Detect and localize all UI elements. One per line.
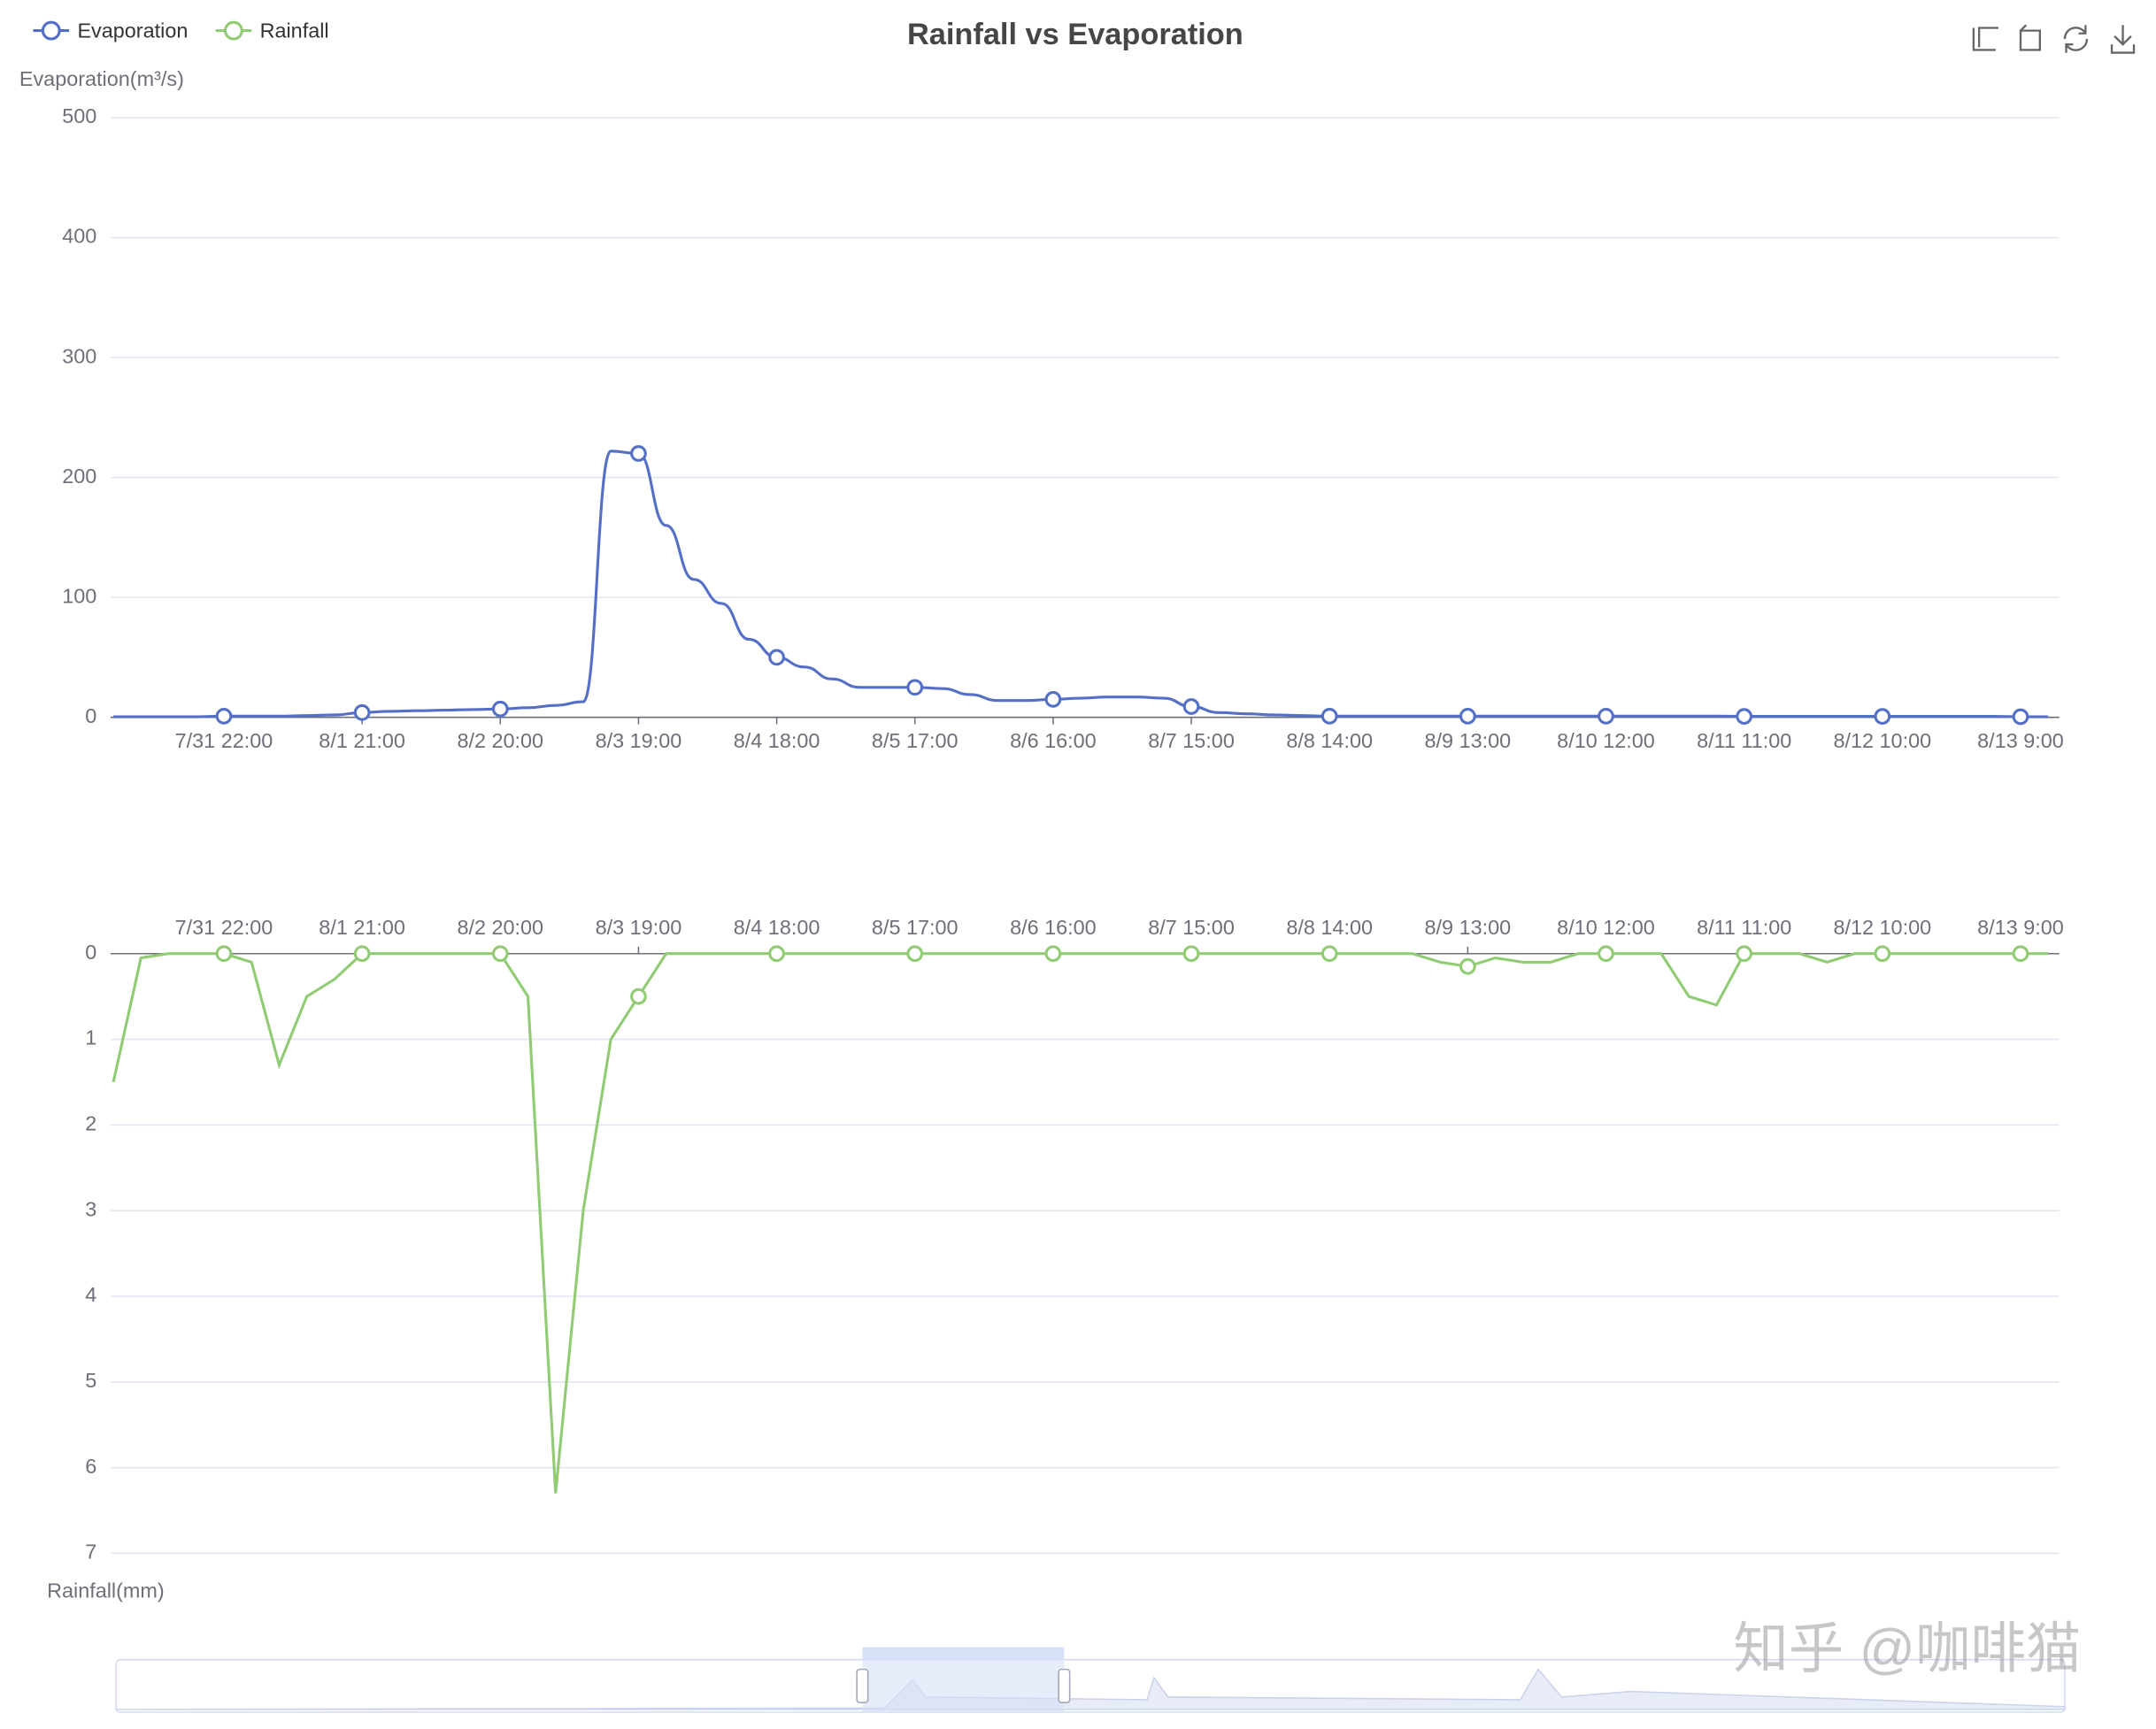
- y-tick-label: 6: [85, 1455, 96, 1478]
- toolbox: [1972, 24, 2136, 54]
- point: [1874, 945, 1891, 963]
- point: [1736, 708, 1753, 725]
- x-tick-label: 8/9 13:00: [1425, 916, 1512, 939]
- x-tick-label: 8/4 18:00: [734, 916, 820, 939]
- x-tick-label: 7/31 22:00: [175, 916, 273, 939]
- point: [2012, 708, 2029, 726]
- x-tick-label: 8/13 9:00: [1977, 729, 2064, 752]
- zoom-handle[interactable]: [1058, 1668, 1071, 1703]
- x-tick-label: 8/8 14:00: [1286, 916, 1373, 939]
- x-tick-label: 8/6 16:00: [1010, 916, 1097, 939]
- x-tick-label: 8/12 10:00: [1833, 729, 1931, 752]
- point: [1598, 945, 1614, 963]
- x-tick-label: 8/5 17:00: [872, 916, 959, 939]
- x-tick-label: 8/1 21:00: [319, 916, 405, 939]
- point: [1874, 708, 1891, 725]
- point: [491, 700, 509, 718]
- data-zoom[interactable]: [115, 1647, 2066, 1713]
- legend-label: Evaporation: [77, 19, 188, 42]
- y-tick-label: 200: [62, 465, 96, 488]
- legend-label: Rainfall: [260, 19, 329, 42]
- x-tick-label: 8/5 17:00: [872, 729, 959, 752]
- legend-marker: [223, 20, 243, 41]
- watermark: 知乎 @咖啡猫: [1733, 1618, 2081, 1679]
- x-tick-label: 8/12 10:00: [1833, 916, 1931, 939]
- legend-marker: [41, 20, 61, 41]
- x-tick-label: 8/7 15:00: [1148, 729, 1235, 752]
- point: [1321, 945, 1338, 963]
- y-tick-label: 100: [62, 584, 96, 607]
- point: [1182, 945, 1200, 963]
- y-tick-label: 7: [85, 1541, 96, 1564]
- series-line: [112, 952, 2049, 1494]
- x-tick-label: 8/6 16:00: [1010, 729, 1097, 752]
- point: [1459, 957, 1476, 975]
- point: [1182, 698, 1200, 715]
- y-tick-label: 5: [85, 1369, 96, 1392]
- point: [353, 703, 371, 721]
- y-tick-label: 500: [62, 104, 96, 127]
- y-axis-title: Rainfall(mm): [47, 1579, 165, 1602]
- legend-item[interactable]: Rainfall: [215, 19, 329, 42]
- point: [1459, 707, 1476, 725]
- zoom-handle[interactable]: [856, 1668, 869, 1703]
- point: [906, 679, 924, 696]
- x-tick-label: 8/2 20:00: [457, 916, 543, 939]
- point: [215, 945, 233, 963]
- x-tick-label: 8/11 11:00: [1697, 729, 1791, 752]
- x-tick-label: 8/4 18:00: [734, 729, 820, 752]
- y-tick-label: 0: [85, 941, 96, 964]
- x-tick-label: 8/3 19:00: [596, 729, 682, 752]
- point: [1321, 707, 1338, 725]
- x-tick-label: 8/1 21:00: [319, 729, 405, 752]
- save-icon[interactable]: [2110, 25, 2136, 54]
- x-tick-label: 8/10 12:00: [1557, 916, 1655, 939]
- point: [491, 945, 509, 963]
- series-line: [113, 450, 2049, 718]
- x-tick-label: 8/13 9:00: [1977, 916, 2064, 939]
- x-tick-label: 8/3 19:00: [596, 916, 682, 939]
- point: [353, 945, 371, 963]
- point: [1598, 707, 1614, 725]
- point: [630, 987, 647, 1005]
- point: [1044, 690, 1062, 708]
- y-tick-label: 1: [85, 1026, 96, 1049]
- point: [768, 649, 785, 666]
- y-tick-label: 4: [85, 1283, 96, 1306]
- x-tick-label: 8/9 13:00: [1425, 729, 1512, 752]
- y-tick-label: 400: [62, 225, 96, 248]
- y-tick-label: 2: [85, 1112, 96, 1135]
- x-tick-label: 8/7 15:00: [1148, 916, 1235, 939]
- chart-title: Rainfall vs Evaporation: [907, 18, 1244, 51]
- point: [215, 707, 233, 725]
- point: [1736, 945, 1753, 963]
- legend-item[interactable]: Evaporation: [33, 19, 188, 42]
- x-tick-label: 8/10 12:00: [1557, 729, 1655, 752]
- zoom-bar[interactable]: [862, 1647, 1065, 1660]
- zoom-window: [862, 1659, 1065, 1713]
- y-axis-title: Evaporation(m³/s): [19, 67, 184, 90]
- y-tick-label: 3: [85, 1197, 96, 1220]
- point: [630, 445, 647, 462]
- x-tick-label: 7/31 22:00: [175, 729, 273, 752]
- y-tick-label: 300: [62, 344, 96, 367]
- point: [2012, 945, 2029, 963]
- point: [768, 945, 785, 963]
- zoom-reset-icon[interactable]: [2019, 24, 2042, 51]
- zoom-icon[interactable]: [1972, 27, 1998, 51]
- point: [906, 945, 924, 963]
- point: [1044, 945, 1062, 963]
- y-tick-label: 0: [85, 704, 96, 727]
- x-tick-label: 8/11 11:00: [1697, 916, 1791, 939]
- x-tick-label: 8/8 14:00: [1286, 729, 1373, 752]
- restore-icon[interactable]: [2063, 25, 2089, 53]
- zoom-track: [115, 1658, 2066, 1713]
- x-tick-label: 8/2 20:00: [457, 729, 543, 752]
